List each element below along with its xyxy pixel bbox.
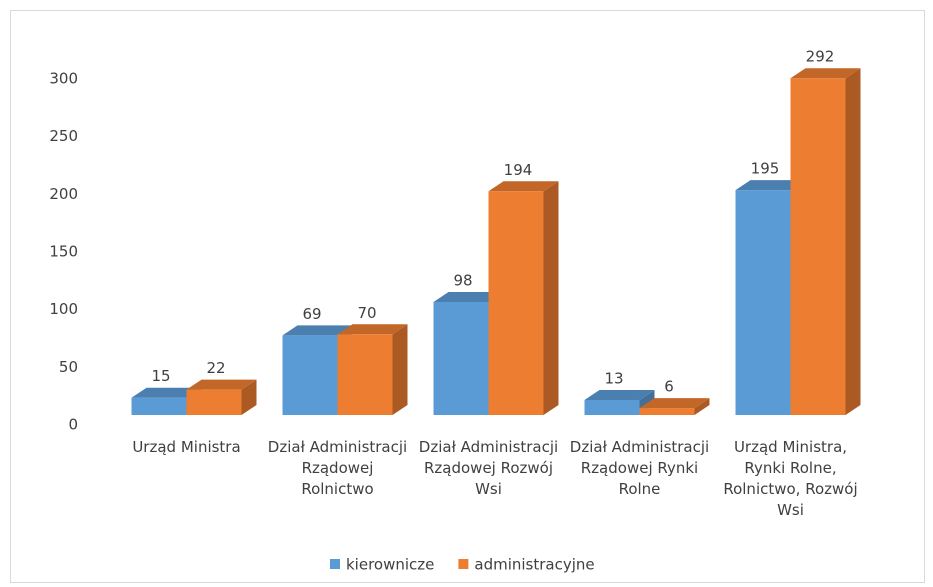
bar-top (488, 181, 559, 192)
y-tick-label: 250 (49, 127, 78, 145)
bar-top (186, 379, 257, 390)
bar-top (433, 291, 504, 302)
bar-top (790, 68, 861, 79)
bar-front (282, 335, 338, 415)
bar-side (392, 324, 408, 415)
value-label: 70 (357, 304, 376, 322)
bar-top (735, 180, 806, 191)
y-tick-label: 0 (68, 416, 78, 434)
value-label: 194 (504, 161, 533, 179)
value-label: 6 (664, 378, 674, 396)
value-label: 195 (751, 160, 780, 178)
bar-top (337, 324, 408, 335)
value-label: 15 (151, 367, 170, 385)
bar-front (186, 389, 242, 415)
bar-top (282, 325, 353, 336)
bar-top (639, 398, 710, 409)
x-tick-label: Dział Administracji Rządowej Rynki Rolne (569, 438, 710, 498)
y-tick-label: 300 (49, 70, 78, 88)
legend-swatch (330, 559, 340, 569)
bar-side (543, 181, 559, 415)
value-label: 98 (453, 271, 472, 289)
chart-frame (10, 10, 925, 583)
y-tick-label: 150 (49, 243, 78, 261)
x-tick-label: Urząd Ministra, Rynki Rolne, Rolnictwo, … (723, 438, 858, 519)
bar (186, 379, 257, 415)
x-tick-label: Dział Administracji Rządowej Rozwój Wsi (418, 438, 559, 498)
bar (639, 398, 710, 415)
bar-front (433, 301, 489, 415)
bar (790, 68, 861, 415)
bar-front (488, 191, 544, 415)
bar-front (131, 397, 187, 415)
value-label: 292 (806, 48, 835, 66)
legend-swatch (458, 559, 469, 569)
value-label: 13 (604, 370, 623, 388)
legend-label: kierownicze (346, 556, 434, 574)
y-tick-label: 200 (49, 185, 78, 203)
bar (584, 390, 655, 415)
bar-front (790, 78, 846, 415)
y-tick-label: 100 (49, 300, 78, 318)
bar-top (584, 390, 655, 401)
bar-side (241, 379, 257, 415)
bar (488, 181, 559, 415)
bar-top (131, 387, 202, 398)
value-label: 69 (302, 305, 321, 323)
bar-side (845, 68, 861, 415)
legend-label: administracyjne (474, 556, 594, 574)
y-tick-label: 50 (59, 358, 78, 376)
value-label: 22 (206, 359, 225, 377)
bar-front (337, 334, 393, 415)
bar-front (639, 408, 695, 415)
x-tick-label: Urząd Ministra (132, 438, 241, 456)
bar-front (584, 400, 640, 415)
x-tick-label: Dział Administracji Rządowej Rolnictwo (267, 438, 408, 498)
bar (337, 324, 408, 415)
bar-front (735, 190, 791, 415)
bar-side (694, 398, 710, 415)
